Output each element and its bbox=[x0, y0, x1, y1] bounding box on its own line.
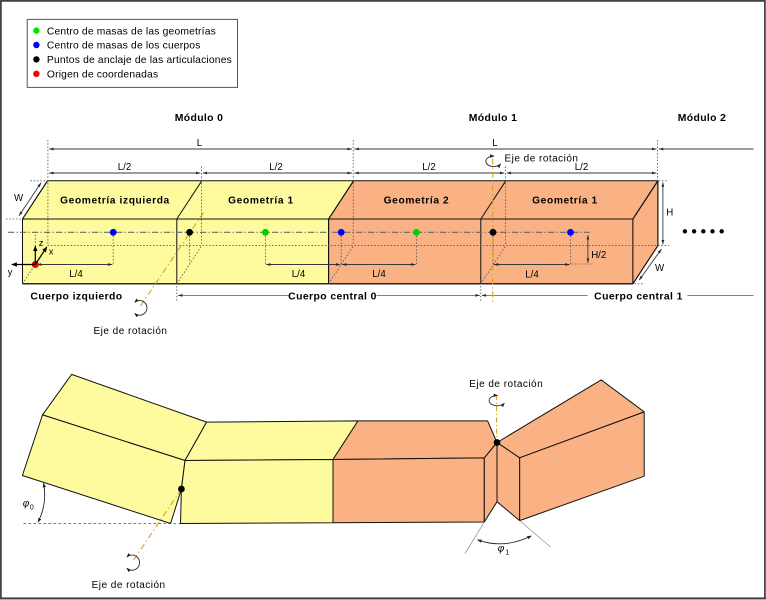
svg-text:L/4: L/4 bbox=[372, 269, 386, 280]
svg-text:Módulo 1: Módulo 1 bbox=[469, 113, 517, 124]
svg-text:W: W bbox=[14, 193, 24, 204]
svg-text:φ: φ bbox=[498, 544, 505, 555]
svg-text:Centro de masas de las geometr: Centro de masas de las geometrías bbox=[47, 26, 216, 37]
svg-text:Geometría 2: Geometría 2 bbox=[384, 195, 450, 206]
svg-text:L/4: L/4 bbox=[69, 269, 83, 280]
svg-text:L: L bbox=[197, 138, 203, 149]
svg-text:L/2: L/2 bbox=[269, 162, 282, 173]
svg-text:Origen de coordenadas: Origen de coordenadas bbox=[47, 70, 158, 81]
svg-text:L/2: L/2 bbox=[575, 162, 588, 173]
svg-text:L/2: L/2 bbox=[422, 162, 435, 173]
svg-text:L/2: L/2 bbox=[118, 162, 131, 173]
svg-text:Eje de rotación: Eje de rotación bbox=[92, 580, 166, 591]
svg-text:Módulo 2: Módulo 2 bbox=[678, 113, 726, 124]
svg-text:φ: φ bbox=[23, 499, 30, 510]
svg-text:z: z bbox=[39, 237, 44, 248]
svg-text:Cuerpo central 1: Cuerpo central 1 bbox=[594, 291, 683, 302]
svg-text:0: 0 bbox=[30, 505, 34, 512]
svg-text:L/4: L/4 bbox=[292, 269, 306, 280]
svg-text:1: 1 bbox=[505, 549, 509, 556]
svg-text:Puntos de anclaje de las artic: Puntos de anclaje de las articulaciones bbox=[47, 55, 232, 66]
svg-text:Cuerpo izquierdo: Cuerpo izquierdo bbox=[30, 291, 122, 302]
svg-text:W: W bbox=[655, 263, 665, 274]
svg-text:Centro de masas de los cuerpos: Centro de masas de los cuerpos bbox=[47, 41, 201, 52]
svg-text:Eje de rotación: Eje de rotación bbox=[505, 154, 579, 165]
svg-text:L/4: L/4 bbox=[525, 269, 539, 280]
svg-text:Eje de rotación: Eje de rotación bbox=[94, 326, 168, 337]
svg-text:Cuerpo central 0: Cuerpo central 0 bbox=[288, 291, 377, 302]
svg-text:Geometría 1: Geometría 1 bbox=[532, 195, 598, 206]
svg-text:H: H bbox=[666, 207, 673, 218]
svg-text:Eje de rotación: Eje de rotación bbox=[469, 379, 543, 390]
svg-text:x: x bbox=[49, 245, 54, 256]
svg-text:y: y bbox=[8, 266, 13, 277]
svg-text:Geometría izquierda: Geometría izquierda bbox=[60, 195, 170, 206]
svg-text:Módulo 0: Módulo 0 bbox=[175, 113, 223, 124]
svg-text:L: L bbox=[492, 138, 498, 149]
svg-text:Geometría 1: Geometría 1 bbox=[228, 195, 294, 206]
svg-text:H/2: H/2 bbox=[591, 250, 606, 261]
